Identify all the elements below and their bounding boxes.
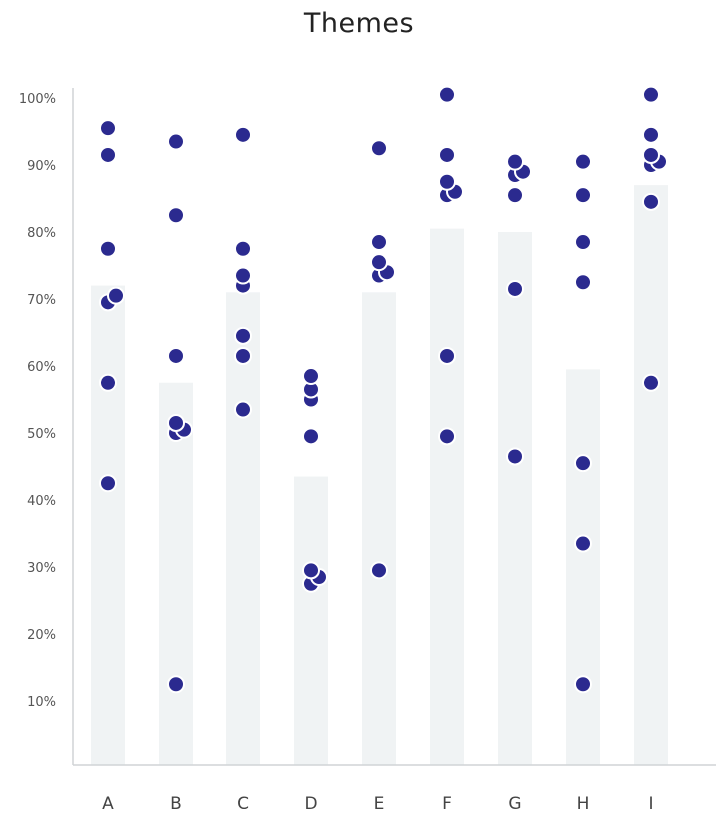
- y-tick-label: 90%: [27, 159, 56, 174]
- x-tick-label: C: [237, 794, 249, 814]
- x-tick-label: D: [304, 794, 317, 814]
- data-point-C: [234, 239, 252, 258]
- data-point-B: [167, 346, 185, 365]
- data-point-I: [642, 145, 660, 164]
- data-point-E: [370, 561, 388, 580]
- data-point-F: [438, 85, 456, 104]
- chart-title: Themes: [303, 8, 415, 39]
- x-tick-label: G: [508, 794, 521, 814]
- data-point-I: [642, 192, 660, 211]
- data-point-C: [234, 326, 252, 345]
- data-point-A: [99, 474, 117, 493]
- data-point-H: [574, 273, 592, 292]
- data-point-C: [234, 346, 252, 365]
- data-point-B: [167, 675, 185, 694]
- x-tick-label: B: [170, 794, 182, 814]
- bar-E: [362, 292, 396, 765]
- data-point-C: [234, 266, 252, 285]
- data-point-E: [370, 139, 388, 158]
- data-point-I: [642, 125, 660, 144]
- y-tick-label: 50%: [27, 427, 56, 442]
- data-point-G: [506, 279, 524, 298]
- data-point-D: [302, 427, 320, 446]
- y-tick-label: 20%: [27, 628, 56, 643]
- data-point-H: [574, 534, 592, 553]
- data-point-G: [506, 447, 524, 466]
- data-point-A: [99, 373, 117, 392]
- data-point-A: [99, 145, 117, 164]
- bar-G: [498, 232, 532, 765]
- data-point-A: [107, 286, 125, 305]
- data-point-G: [506, 152, 524, 171]
- data-point-F: [438, 145, 456, 164]
- y-tick-label: 60%: [27, 360, 56, 375]
- bar-F: [430, 228, 464, 765]
- bar-I: [634, 185, 668, 766]
- data-point-B: [167, 132, 185, 151]
- data-point-I: [642, 373, 660, 392]
- data-point-D: [302, 367, 320, 386]
- data-point-H: [574, 454, 592, 473]
- data-point-A: [99, 239, 117, 258]
- data-point-H: [574, 675, 592, 694]
- data-point-E: [370, 233, 388, 252]
- x-tick-label: F: [442, 794, 452, 814]
- x-tick-label: E: [374, 794, 385, 814]
- bar-H: [566, 369, 600, 765]
- data-point-C: [234, 400, 252, 419]
- y-tick-label: 100%: [19, 92, 56, 107]
- data-point-A: [99, 119, 117, 138]
- data-point-H: [574, 233, 592, 252]
- data-point-F: [438, 172, 456, 191]
- y-tick-label: 80%: [27, 226, 56, 241]
- data-point-I: [642, 85, 660, 104]
- data-point-H: [574, 152, 592, 171]
- data-point-F: [438, 346, 456, 365]
- y-tick-label: 30%: [27, 561, 56, 576]
- bar-C: [226, 292, 260, 765]
- data-point-B: [167, 413, 185, 432]
- data-point-G: [506, 186, 524, 205]
- data-point-D: [302, 561, 320, 580]
- y-tick-label: 10%: [27, 695, 56, 710]
- bar-B: [159, 382, 193, 765]
- x-tick-label: H: [577, 794, 590, 814]
- bar-A: [91, 285, 125, 765]
- y-tick-label: 40%: [27, 494, 56, 509]
- x-tick-label: A: [102, 794, 114, 814]
- y-tick-label: 70%: [27, 293, 56, 308]
- bar-D: [294, 476, 328, 765]
- data-point-H: [574, 186, 592, 205]
- data-point-F: [438, 427, 456, 446]
- data-point-E: [370, 253, 388, 272]
- data-point-B: [167, 206, 185, 225]
- data-point-C: [234, 125, 252, 144]
- x-tick-label: I: [648, 794, 653, 814]
